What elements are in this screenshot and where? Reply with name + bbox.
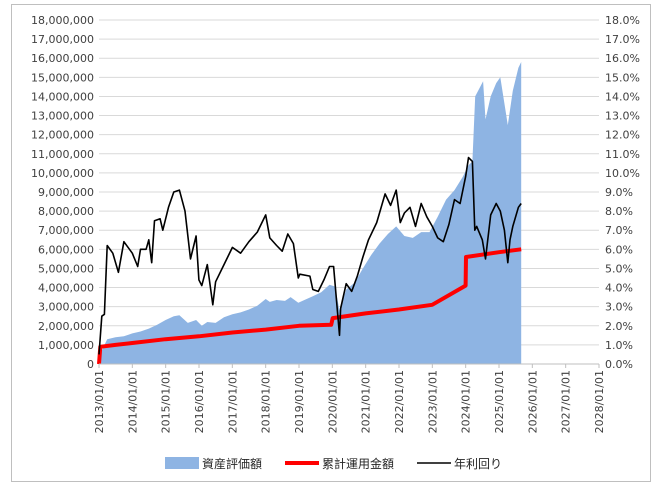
x-tick-label: 2027/01/01	[560, 370, 573, 433]
x-tick-label: 2017/01/01	[226, 370, 239, 433]
y-right-tick-label: 4.0%	[605, 282, 633, 295]
y-right-tick-label: 5.0%	[605, 262, 633, 275]
y-left-tick-label: 6,000,000	[38, 243, 94, 256]
y-left-tick-label: 16,000,000	[31, 52, 94, 65]
y-right-tick-label: 13.0%	[605, 110, 640, 123]
y-left-tick-label: 10,000,000	[31, 167, 94, 180]
y-left-tick-label: 11,000,000	[31, 148, 94, 161]
y-right-tick-label: 1.0%	[605, 339, 633, 352]
y-left-tick-label: 2,000,000	[38, 320, 94, 333]
y-right-tick-label: 18.0%	[605, 14, 640, 27]
chart-svg: 0 1,000,000 2,000,000 3,000,000 4,000,000 5,0…	[31, 14, 640, 471]
y-left-tick-label: 8,000,000	[38, 205, 94, 218]
y-left-tick-label: 18,000,000	[31, 14, 94, 27]
y-right-tick-label: 11.0%	[605, 148, 640, 161]
y-left-tick-label: 7,000,000	[38, 224, 94, 237]
x-tick-label: 2020/01/01	[326, 370, 339, 433]
y-right-tick-label: 0.0%	[605, 358, 633, 371]
y-right-tick-label: 3.0%	[605, 301, 633, 314]
y-left-tick-label: 1,000,000	[38, 339, 94, 352]
legend-label: 累計運用金額	[322, 456, 394, 471]
y-right-tick-label: 6.0%	[605, 243, 633, 256]
y-right-tick-label: 16.0%	[605, 52, 640, 65]
legend-label: 資産評価額	[202, 456, 262, 471]
x-tick-label: 2023/01/01	[426, 370, 439, 433]
y-right-tick-label: 17.0%	[605, 33, 640, 46]
y-left-tick-label: 15,000,000	[31, 71, 94, 84]
x-tick-label: 2025/01/01	[493, 370, 506, 433]
y-right-tick-label: 15.0%	[605, 71, 640, 84]
x-tick-label: 2024/01/01	[460, 370, 473, 433]
series-line-cumulative-investment	[97, 247, 522, 365]
y-left-tick-label: 3,000,000	[38, 301, 94, 314]
y-left-tick-label: 9,000,000	[38, 186, 94, 199]
y-right-tick-label: 8.0%	[605, 205, 633, 218]
x-tick-label: 2014/01/01	[126, 370, 139, 433]
series-line-annual-yield	[98, 156, 522, 355]
y-right-tick-label: 7.0%	[605, 224, 633, 237]
x-tick-label: 2013/01/01	[93, 370, 106, 433]
x-tick-label: 2019/01/01	[293, 370, 306, 433]
x-tick-label: 2016/01/01	[193, 370, 206, 433]
y-left-tick-label: 12,000,000	[31, 129, 94, 142]
legend-swatch-asset-value	[165, 457, 199, 469]
y-left-tick-label: 0	[87, 358, 94, 371]
x-tick-label: 2021/01/01	[360, 370, 373, 433]
x-tick-label: 2018/01/01	[260, 370, 273, 433]
y-right-tick-label: 14.0%	[605, 90, 640, 103]
y-left-tick-label: 5,000,000	[38, 262, 94, 275]
legend-label: 年利回り	[454, 457, 502, 471]
x-tick-label: 2028/01/01	[593, 370, 606, 433]
axes: 0 1,000,000 2,000,000 3,000,000 4,000,000 5,0…	[31, 14, 640, 433]
y-left-tick-label: 13,000,000	[31, 110, 94, 123]
y-right-tick-label: 10.0%	[605, 167, 640, 180]
y-left-tick-label: 14,000,000	[31, 90, 94, 103]
series-area-asset-value	[99, 62, 522, 364]
legend: 資産評価額 累計運用金額 年利回り	[165, 456, 502, 471]
y-left-tick-label: 4,000,000	[38, 282, 94, 295]
y-right-tick-label: 2.0%	[605, 320, 633, 333]
series-layer	[97, 62, 522, 365]
chart-frame: 0 1,000,000 2,000,000 3,000,000 4,000,000 5,0…	[11, 4, 651, 482]
y-right-tick-label: 12.0%	[605, 129, 640, 142]
y-left-tick-label: 17,000,000	[31, 33, 94, 46]
y-right-tick-label: 9.0%	[605, 186, 633, 199]
x-tick-label: 2022/01/01	[393, 370, 406, 433]
x-tick-label: 2015/01/01	[160, 370, 173, 433]
x-tick-label: 2026/01/01	[526, 370, 539, 433]
